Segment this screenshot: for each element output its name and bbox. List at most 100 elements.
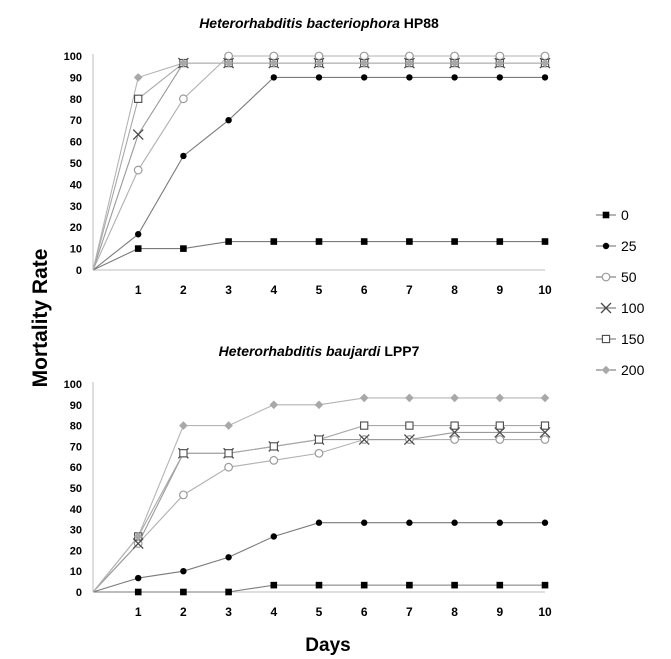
data-point-150 [360, 421, 369, 430]
data-point-150 [405, 421, 414, 430]
data-point-200 [179, 58, 188, 68]
y-tick-label: 30 [70, 525, 82, 537]
legend: 0 25 50 100 150 200 [596, 207, 645, 378]
y-tick-label: 20 [70, 545, 82, 557]
data-point-200 [495, 58, 505, 68]
data-point-25 [541, 519, 549, 526]
legend-entry: 50 [596, 269, 637, 285]
y-tick-label: 60 [70, 137, 82, 149]
data-point-0 [541, 581, 549, 589]
data-point-0 [406, 581, 413, 589]
data-point-25 [406, 519, 413, 526]
y-tick-label: 10 [70, 566, 82, 578]
panel-lpp7: Heterorhabditis baujardi LPP7 0 10 20 30 40 50… [64, 343, 552, 619]
data-point-200 [540, 393, 550, 403]
legend-label: 100 [621, 300, 645, 316]
data-point-0 [406, 238, 413, 245]
data-point-150 [134, 94, 143, 103]
y-tick-label: 50 [70, 158, 82, 170]
x-tick-label: 1 [135, 605, 142, 619]
data-point-200 [269, 58, 279, 68]
legend-label: 50 [621, 269, 637, 285]
y-tick-label: 80 [70, 94, 82, 106]
legend-entry: 150 [596, 331, 645, 347]
data-point-50 [133, 165, 143, 175]
y-tick-label: 100 [64, 379, 82, 391]
data-point-25 [541, 74, 549, 81]
legend-marker [602, 211, 610, 219]
data-point-25 [135, 574, 142, 582]
data-point-25 [315, 74, 323, 81]
data-point-50 [269, 455, 279, 465]
data-point-50 [450, 51, 460, 61]
x-tick-label: 9 [496, 283, 503, 297]
chart-title-species: Heterorhabditis baujardi [219, 343, 382, 359]
data-point-25 [270, 533, 277, 540]
data-point-25 [225, 117, 232, 124]
x-tick-label: 8 [451, 605, 458, 619]
data-point-25 [451, 519, 458, 526]
x-tick-label: 1 [135, 283, 142, 297]
x-tick-label: 3 [225, 605, 232, 619]
data-point-200 [450, 58, 459, 68]
data-point-25 [361, 519, 368, 526]
y-tick-label: 30 [70, 201, 82, 213]
data-point-25 [135, 231, 142, 238]
data-point-150 [269, 442, 278, 451]
x-tick-label: 10 [538, 283, 552, 297]
x-tick-label: 6 [361, 605, 368, 619]
data-point-200 [405, 58, 414, 68]
data-point-25 [451, 74, 458, 81]
data-point-50 [540, 435, 550, 444]
data-point-0 [180, 588, 187, 596]
legend-marker [601, 334, 611, 344]
data-point-200 [450, 393, 459, 403]
data-point-0 [180, 245, 187, 252]
data-point-0 [134, 588, 142, 596]
x-tick-label: 6 [361, 283, 368, 297]
series-line-0 [92, 240, 545, 271]
y-tick-label: 90 [70, 72, 82, 84]
x-tick-label: 5 [316, 605, 323, 619]
data-point-200 [405, 393, 414, 403]
y-tick-label: 50 [70, 483, 82, 495]
x-tick-label: 3 [225, 283, 232, 297]
x-tick-label: 9 [496, 605, 503, 619]
x-axis-label: Days [305, 635, 350, 656]
legend-label: 200 [621, 362, 645, 378]
data-point-150 [540, 421, 550, 430]
data-point-200 [133, 73, 143, 82]
data-point-50 [178, 94, 188, 104]
data-point-0 [451, 238, 458, 245]
data-point-0 [134, 245, 142, 252]
data-point-50 [495, 51, 505, 61]
legend-entry: 100 [596, 300, 645, 316]
legend-marker [601, 272, 611, 282]
data-point-150 [450, 421, 459, 430]
chart-title: Heterorhabditis baujardi LPP7 [219, 343, 420, 359]
data-point-25 [270, 74, 277, 81]
x-tick-label: 2 [180, 283, 187, 297]
y-tick-label: 90 [70, 400, 82, 412]
data-point-200 [133, 532, 143, 541]
series-line-50 [92, 55, 545, 271]
series-line-50 [92, 438, 545, 593]
legend-marker [602, 242, 610, 250]
data-point-100 [132, 129, 144, 140]
data-point-0 [496, 581, 504, 589]
data-point-50 [405, 51, 414, 61]
y-tick-label: 0 [76, 587, 82, 599]
x-tick-label: 2 [180, 605, 187, 619]
data-point-25 [361, 74, 368, 81]
data-point-0 [360, 581, 368, 589]
y-tick-label: 60 [70, 462, 82, 474]
data-point-150 [224, 449, 233, 458]
data-point-200 [224, 421, 233, 430]
data-point-200 [179, 421, 188, 430]
legend-entry: 0 [596, 207, 629, 223]
y-tick-label: 0 [76, 265, 82, 277]
data-point-50 [314, 51, 324, 61]
y-tick-label: 70 [70, 441, 82, 453]
data-point-200 [540, 58, 550, 68]
